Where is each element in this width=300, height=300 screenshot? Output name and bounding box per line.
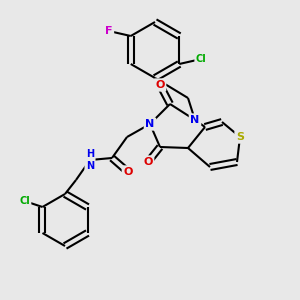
- Text: O: O: [155, 80, 165, 90]
- Text: N: N: [146, 119, 154, 129]
- Text: O: O: [123, 167, 133, 177]
- Text: O: O: [143, 157, 153, 167]
- Text: N: N: [190, 115, 200, 125]
- Text: S: S: [236, 132, 244, 142]
- Text: H
N: H N: [86, 149, 94, 171]
- Text: F: F: [105, 26, 112, 36]
- Text: Cl: Cl: [19, 196, 30, 206]
- Text: Cl: Cl: [196, 54, 207, 64]
